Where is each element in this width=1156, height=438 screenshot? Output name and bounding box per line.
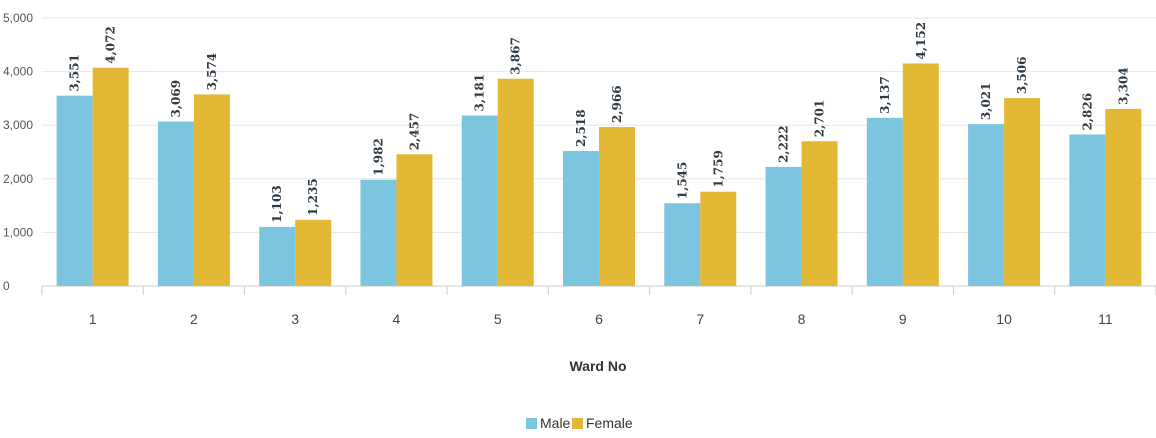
- bar-male-ward-8[interactable]: [765, 166, 802, 286]
- bars: [56, 63, 1142, 287]
- data-label-male-ward-5: 3,181: [473, 74, 487, 112]
- data-label-female-ward-6: 2,966: [610, 85, 624, 123]
- data-label-male-ward-3: 1,103: [270, 185, 284, 223]
- legend-swatch-male[interactable]: [526, 418, 537, 429]
- data-label-female-ward-5: 3,867: [509, 37, 523, 75]
- bar-male-ward-4[interactable]: [360, 179, 397, 286]
- bar-female-ward-7[interactable]: [700, 191, 737, 286]
- x-axis-title: Ward No: [569, 358, 626, 374]
- data-labels: 3,551 4,072 3,069 3,574 1,103 1,235 1,982 2,457…: [68, 22, 1131, 223]
- legend[interactable]: Male Female: [526, 415, 633, 431]
- bar-male-ward-10[interactable]: [968, 124, 1005, 286]
- data-label-male-ward-8: 2,222: [777, 125, 791, 163]
- data-label-female-ward-11: 3,304: [1116, 67, 1130, 105]
- y-tick-label: 4,000: [3, 65, 33, 79]
- y-tick-label: 5,000: [3, 11, 33, 25]
- x-tick-label: 8: [798, 311, 806, 327]
- legend-label-male[interactable]: Male: [540, 415, 571, 431]
- bar-female-ward-1[interactable]: [92, 67, 129, 286]
- bar-female-ward-10[interactable]: [1004, 98, 1041, 286]
- y-tick-label: 3,000: [3, 118, 33, 132]
- data-label-male-ward-6: 2,518: [574, 109, 588, 147]
- x-tick-label: 6: [595, 311, 603, 327]
- y-tick-label: 2,000: [3, 172, 33, 186]
- data-label-male-ward-11: 2,826: [1080, 93, 1094, 131]
- x-tick-label: 2: [190, 311, 198, 327]
- legend-swatch-female[interactable]: [572, 418, 583, 429]
- data-label-female-ward-4: 2,457: [407, 113, 421, 151]
- bar-male-ward-1[interactable]: [56, 95, 93, 286]
- legend-label-female[interactable]: Female: [586, 415, 633, 431]
- data-label-male-ward-2: 3,069: [169, 80, 183, 118]
- bar-female-ward-4[interactable]: [396, 154, 433, 286]
- bar-female-ward-11[interactable]: [1105, 108, 1142, 286]
- data-label-male-ward-9: 3,137: [878, 76, 892, 114]
- data-label-female-ward-1: 4,072: [104, 26, 118, 64]
- x-tick-label: 10: [996, 311, 1012, 327]
- bar-female-ward-2[interactable]: [193, 94, 230, 287]
- x-tick-label: 5: [494, 311, 502, 327]
- y-axis-ticks: 0 1,000 2,000 3,000 4,000 5,000: [3, 11, 33, 293]
- x-tick-label: 7: [696, 311, 704, 327]
- data-label-female-ward-7: 1,759: [711, 150, 725, 188]
- data-label-female-ward-8: 2,701: [813, 100, 827, 138]
- data-label-male-ward-7: 1,545: [675, 162, 689, 200]
- bar-male-ward-9[interactable]: [866, 117, 903, 286]
- bar-female-ward-6[interactable]: [599, 127, 635, 286]
- x-tick-label: 9: [899, 311, 907, 327]
- bar-male-ward-11[interactable]: [1069, 134, 1106, 286]
- y-tick-label: 1,000: [3, 225, 33, 239]
- x-tick-label: 3: [291, 311, 299, 327]
- data-label-male-ward-1: 3,551: [68, 54, 82, 92]
- bar-male-ward-7[interactable]: [664, 203, 701, 286]
- bar-female-ward-9[interactable]: [902, 63, 939, 286]
- data-label-male-ward-10: 3,021: [979, 82, 993, 120]
- data-label-female-ward-2: 3,574: [205, 53, 219, 91]
- x-tick-label: 4: [393, 311, 401, 327]
- x-axis: 1 2 3 4 5 6 7 8 9 10 11: [41, 286, 1156, 327]
- bar-male-ward-6[interactable]: [563, 151, 599, 286]
- data-label-female-ward-3: 1,235: [306, 178, 320, 216]
- bar-female-ward-3[interactable]: [295, 219, 332, 286]
- data-label-female-ward-10: 3,506: [1015, 57, 1029, 95]
- y-tick-label: 0: [3, 279, 10, 293]
- bar-male-ward-2[interactable]: [157, 121, 194, 286]
- data-label-male-ward-4: 1,982: [371, 138, 385, 176]
- x-tick-label: 1: [89, 311, 97, 327]
- bar-female-ward-5[interactable]: [497, 78, 534, 287]
- bar-male-ward-5[interactable]: [461, 115, 498, 286]
- bar-female-ward-8[interactable]: [801, 141, 838, 286]
- bar-male-ward-3[interactable]: [259, 226, 296, 286]
- data-label-female-ward-9: 4,152: [914, 22, 928, 60]
- x-tick-label: 11: [1098, 311, 1113, 327]
